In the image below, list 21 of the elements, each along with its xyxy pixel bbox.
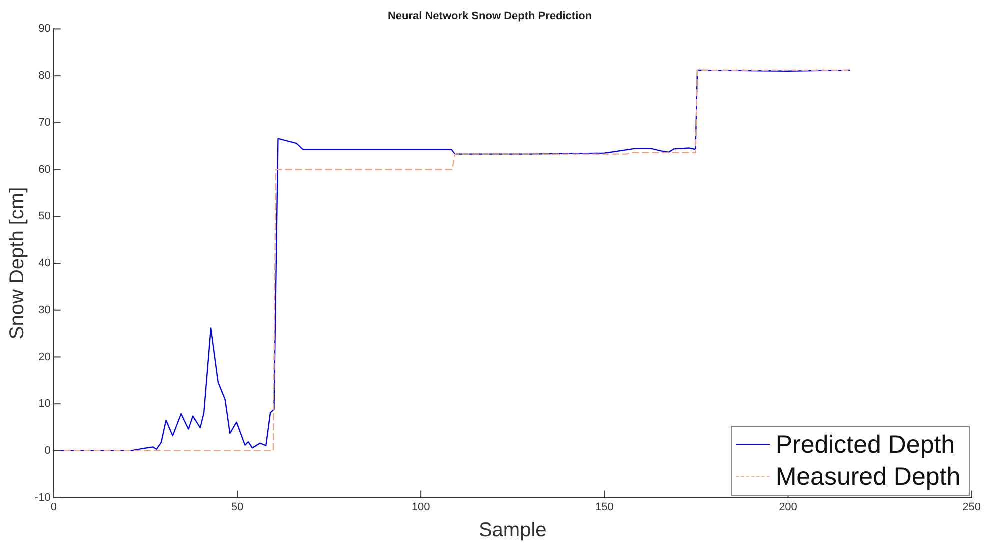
y-tick-label: 80: [38, 70, 51, 82]
x-tick-label: 100: [412, 501, 430, 514]
x-tick-label: 200: [779, 501, 798, 514]
y-tick-label: 50: [38, 210, 51, 223]
y-tick-label: 10: [38, 398, 51, 410]
legend-label: Measured Depth: [776, 462, 961, 493]
chart-title: Neural Network Snow Depth Prediction: [388, 10, 592, 23]
y-tick-label: 70: [38, 116, 51, 129]
y-tick-label: 60: [38, 164, 51, 176]
y-tick-label: 30: [38, 304, 51, 316]
y-tick-label: 20: [38, 351, 51, 364]
x-tick-label: 150: [595, 501, 614, 514]
x-axis-title: Sample: [478, 520, 547, 542]
y-tick-label: -10: [34, 492, 51, 504]
x-tick-label: 250: [962, 501, 982, 514]
y-tick-label: 90: [38, 23, 51, 36]
y-tick-label: 40: [38, 258, 51, 270]
x-tick-label: 50: [231, 501, 244, 514]
y-tick-label: 0: [44, 444, 51, 457]
y-axis-title: Snow Depth [cm]: [6, 187, 29, 340]
legend-label: Predicted Depth: [776, 430, 956, 461]
